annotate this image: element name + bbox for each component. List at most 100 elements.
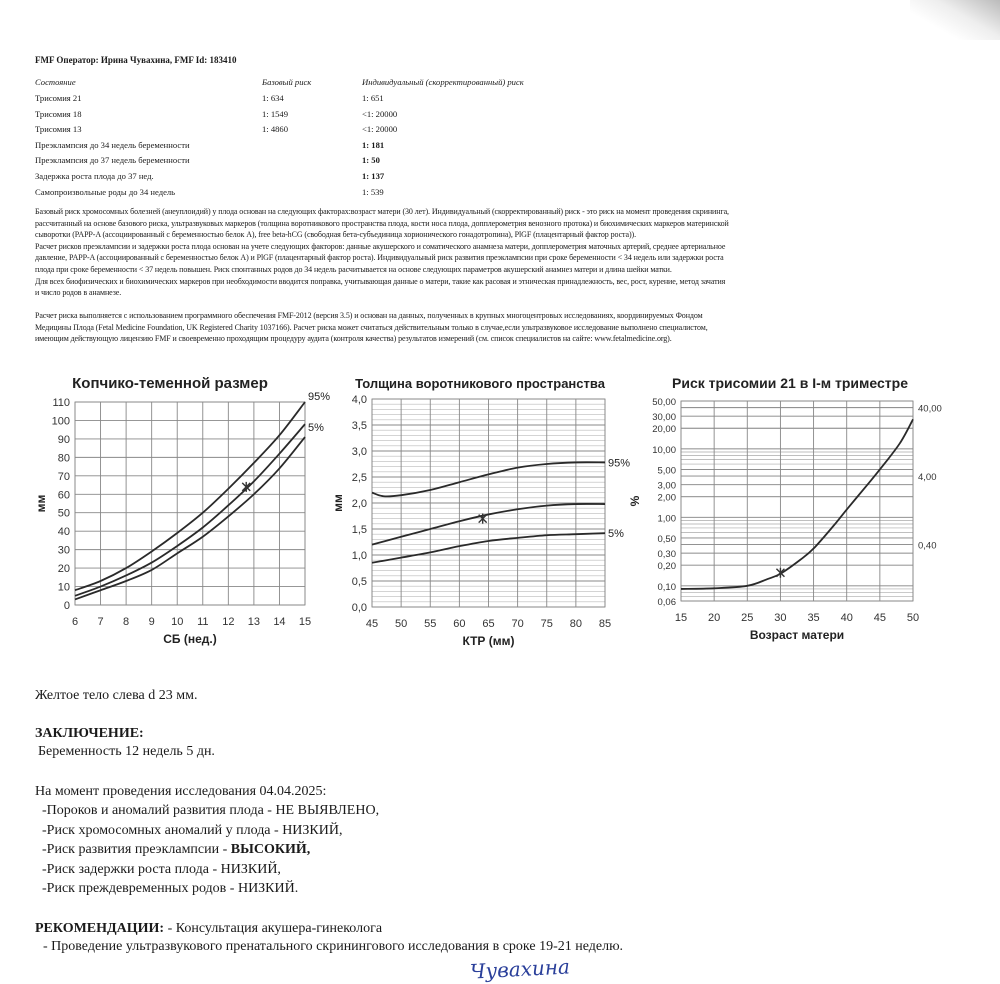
x-tick-label: 8	[123, 616, 129, 628]
conclusion-heading: ЗАКЛЮЧЕНИЕ:	[35, 726, 144, 741]
x-tick-label: 60	[453, 618, 465, 630]
x-tick-label: 9	[149, 616, 155, 628]
x-tick-label: 70	[512, 618, 524, 630]
y-tick-label: 0	[64, 600, 70, 612]
table-cell-individual-risk: 1: 651	[362, 93, 384, 103]
conclusion-item-text: -Пороков и аномалий развития плода - НЕ …	[42, 803, 380, 818]
y-tick-label: 2,00	[658, 493, 677, 504]
crl-chart: Копчико-теменной размер 0 10 20 30 40 50 60 70 80…	[34, 375, 330, 646]
patient-marker	[478, 513, 488, 524]
x-tick-label: 30	[774, 612, 786, 624]
y-tick-label: 30	[58, 545, 70, 557]
paragraph-line: имеющим действующую лицензию FMF и своев…	[35, 334, 672, 344]
x-tick-label: 12	[222, 616, 234, 628]
chart-title: Копчико-теменной размер	[72, 375, 268, 392]
y-tick-label: 20	[58, 563, 70, 575]
y-tick-label: 1,0	[352, 550, 367, 562]
table-cell-individual-risk: 1: 539	[362, 186, 384, 197]
series-line	[74, 423, 306, 597]
y-tick-label: 2,0	[352, 498, 367, 510]
y-axis-label: %	[628, 495, 642, 506]
corpus-luteum-finding: Желтое тело слева d 23 мм.	[35, 688, 198, 703]
table-cell-condition: Преэклампсия до 37 недель беременности	[35, 155, 190, 166]
y-tick-label: 20,00	[652, 424, 676, 435]
series-line	[371, 503, 606, 546]
x-axis-label: Возраст матери	[750, 628, 844, 642]
y-tick-label: 1,00	[658, 513, 677, 524]
x-tick-label: 7	[97, 616, 103, 628]
y-tick-label: 3,0	[352, 446, 367, 458]
table-cell-individual-risk: 1: 181	[362, 139, 385, 150]
table-cell-condition: Задержка роста плода до 37 нед.	[35, 171, 154, 181]
paragraph-line: Расчет рисков преэклампсии и задержки ро…	[35, 241, 726, 251]
x-tick-label: 13	[248, 616, 260, 628]
y-tick-label: 10,00	[652, 445, 676, 456]
table-header-cell: Базовый риск	[262, 77, 312, 87]
x-tick-label: 20	[708, 612, 720, 624]
paragraph-line: Расчет риска выполняется с использование…	[35, 311, 703, 320]
y-tick-label: 100	[52, 415, 70, 427]
y-tick-label: 50	[58, 508, 70, 520]
series-line	[74, 401, 306, 592]
table-cell-individual-risk: 1: 50	[362, 155, 380, 166]
paragraph-line: плода при сроке беременности < 37 недель…	[35, 264, 672, 274]
paragraph-line: давление, PAPP-A (ассоциированный с бере…	[35, 253, 724, 263]
series-label: 5%	[608, 528, 624, 540]
y-tick-label: 0,5	[352, 576, 367, 588]
paragraph-line: Медицины Плода (Fetal Medicine Foundatio…	[35, 322, 708, 332]
plot-frame	[680, 400, 914, 602]
x-axis-label: СБ (нед.)	[163, 632, 217, 646]
y-tick-label: 5,00	[658, 465, 677, 476]
patient-marker	[775, 567, 785, 578]
y-tick-label: 30,00	[652, 412, 676, 423]
recommendation-2: - Проведение ультразвукового пренатально…	[43, 939, 624, 954]
handwritten-signature: Чувахина	[469, 954, 571, 984]
recommendation-1: - Консультация акушера-гинеколога	[164, 921, 383, 936]
x-tick-label: 80	[570, 618, 582, 630]
series-line	[680, 418, 914, 590]
x-tick-label: 40	[841, 612, 853, 624]
chart-title: Толщина воротникового пространства	[355, 376, 606, 391]
conclusion-item: -Риск задержки роста плода - НИЗКИЙ,	[42, 862, 281, 878]
plot-frame	[74, 401, 306, 606]
table-cell-individual-risk: <1: 20000	[362, 108, 398, 119]
table-header-cell: Состояние	[35, 77, 76, 87]
table-cell-condition: Трисомия 13	[35, 124, 82, 135]
x-tick-label: 75	[541, 618, 553, 630]
conclusion-item-text: -Риск развития преэклампсии -	[42, 842, 231, 857]
y-tick-label: 4,00	[918, 472, 937, 483]
table-cell-condition: Трисомия 21	[35, 93, 82, 103]
chart-title: Риск трисомии 21 в I-м триместре	[672, 375, 908, 391]
t21-risk-chart: Риск трисомии 21 в I-м триместре 0,06 0,10…	[628, 375, 942, 642]
series-label: 95%	[308, 391, 330, 403]
pregnancy-term: Беременность 12 недель 5 дн.	[38, 744, 215, 759]
y-tick-label: 0,0	[352, 602, 367, 614]
conclusion-item: -Риск преждевременных родов - НИЗКИЙ.	[42, 881, 298, 897]
x-tick-label: 65	[482, 618, 494, 630]
recommendations-heading: РЕКОМЕНДАЦИИ:	[35, 921, 165, 936]
x-tick-label: 10	[171, 616, 183, 628]
table-cell-individual-risk: 1: 137	[362, 171, 385, 181]
table-header-cell: Индивидуальный (скорректированный) риск	[362, 77, 524, 87]
exam-date-line: На момент проведения исследования 04.04.…	[35, 784, 327, 799]
y-tick-label: 0,06	[658, 597, 677, 608]
y-tick-label: 0,40	[918, 541, 937, 552]
table-cell-individual-risk: <1: 20000	[362, 124, 398, 135]
table-cell-base-risk: 1: 634	[262, 93, 284, 103]
x-tick-label: 11	[197, 616, 208, 628]
series-line	[74, 436, 306, 601]
paragraph-line: и число родов в анамнезе.	[35, 288, 122, 298]
y-tick-label: 40,00	[918, 404, 942, 415]
y-tick-label: 10	[58, 582, 70, 594]
table-cell-condition: Самопроизвольные роды до 34 недель	[35, 186, 176, 197]
scan-shadow	[910, 0, 1000, 40]
series-line	[371, 461, 606, 498]
table-cell-condition: Преэклампсия до 34 недель беременности	[35, 139, 190, 150]
grid	[74, 401, 306, 606]
y-tick-label: 50,00	[652, 397, 676, 408]
nt-chart: Толщина воротникового пространства 0,0 0,5…	[331, 376, 630, 648]
y-tick-label: 0,50	[658, 534, 677, 545]
y-tick-label: 3,5	[352, 420, 367, 432]
x-tick-label: 45	[366, 618, 378, 630]
table-cell-base-risk: 1: 4860	[262, 124, 289, 135]
